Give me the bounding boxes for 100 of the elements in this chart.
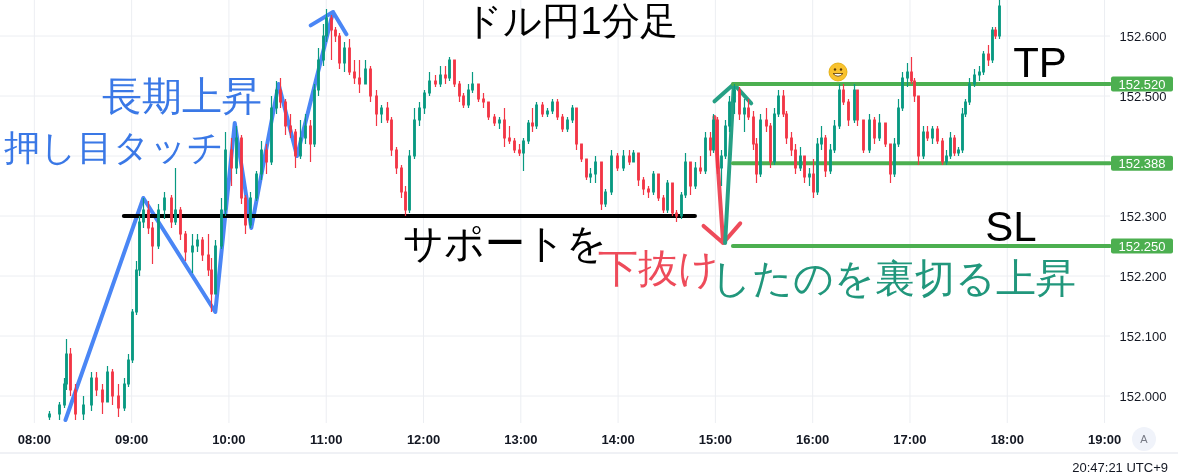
x-tick-label: 16:00 (796, 431, 830, 447)
x-tick-label: 08:00 (17, 431, 51, 447)
annotation: TP (1013, 38, 1067, 86)
candlestick (551, 98, 554, 115)
candlestick (503, 107, 506, 148)
x-tick-label: 11:00 (309, 431, 343, 447)
candlestick (824, 134, 827, 178)
annotation: SL (985, 202, 1037, 250)
candlestick (712, 113, 715, 154)
x-tick-label: 18:00 (990, 431, 1024, 447)
candlestick (477, 83, 480, 103)
candlestick (375, 89, 378, 127)
candlestick (487, 101, 490, 121)
candlestick (201, 236, 204, 262)
y-tick-label: 152.000 (1119, 388, 1167, 404)
candlestick (546, 107, 549, 118)
candlestick (184, 230, 187, 262)
candlestick (694, 161, 697, 190)
candlestick (111, 368, 114, 406)
candlestick (657, 173, 660, 202)
candlestick (600, 161, 603, 211)
candlestick (508, 125, 511, 145)
candlestick (541, 101, 544, 118)
candlestick (853, 83, 856, 124)
candlestick (364, 59, 367, 85)
candlestick (369, 65, 372, 103)
x-tick-label: 12:00 (406, 431, 441, 447)
candlestick (998, 0, 1001, 40)
candlestick (101, 383, 104, 415)
candlestick (926, 125, 929, 142)
candlestick (991, 26, 994, 64)
candlestick (594, 155, 597, 184)
candlestick (575, 107, 578, 151)
data-label: 152.250 (1118, 238, 1166, 254)
candlestick (799, 146, 802, 172)
candlestick (413, 107, 416, 160)
candlestick (862, 119, 865, 154)
candlestick (561, 113, 564, 133)
candlestick (428, 71, 431, 97)
candlestick (493, 113, 496, 127)
candlestick (284, 98, 287, 136)
candlestick (733, 83, 736, 115)
chart-title: ドル円1分足 (464, 0, 678, 42)
candlestick (632, 149, 635, 163)
candlestick (808, 167, 811, 187)
candlestick (90, 371, 93, 412)
candlestick (170, 194, 173, 229)
annotation: 長期上昇 (102, 74, 262, 118)
candlestick (931, 125, 934, 145)
candlestick (157, 203, 160, 250)
candlestick (662, 194, 665, 214)
candlestick (235, 125, 238, 175)
candlestick (580, 143, 583, 163)
candlestick (922, 125, 925, 160)
candlestick (453, 59, 456, 88)
candlestick (738, 86, 741, 121)
candlestick (604, 188, 607, 208)
candlestick (868, 113, 871, 154)
x-tick-label: 14:00 (601, 431, 635, 447)
x-tick-label: 17:00 (893, 431, 927, 447)
y-tick-label: 152.200 (1119, 268, 1167, 284)
y-tick-label: 152.600 (1119, 28, 1167, 44)
candlestick (82, 395, 85, 421)
x-tick-label: 19:00 (1087, 431, 1122, 447)
candlestick (448, 56, 451, 82)
candlestick (498, 116, 501, 130)
candlestick (423, 89, 426, 115)
candlestick (343, 41, 346, 73)
x-tick-label: 09:00 (115, 431, 149, 447)
candlestick (936, 125, 939, 145)
candlestick (275, 80, 278, 115)
candlestick (878, 113, 881, 142)
candlestick (709, 131, 712, 157)
candlestick (418, 101, 421, 127)
candlestick (95, 371, 98, 397)
candlestick (444, 65, 447, 85)
candlestick (230, 137, 233, 187)
candlestick (642, 176, 645, 196)
candlestick (941, 137, 944, 166)
candlestick (304, 113, 307, 145)
candlestick (482, 92, 485, 109)
candlestick (531, 107, 534, 133)
candlestick (616, 152, 619, 172)
candlestick (699, 155, 702, 175)
candlestick (255, 170, 258, 202)
candlestick (196, 233, 199, 253)
x-tick-label: 13:00 (504, 431, 538, 447)
candlestick (628, 149, 631, 166)
candlestick (987, 44, 990, 67)
candlestick (299, 119, 302, 160)
candlestick (48, 410, 51, 421)
candlestick (759, 113, 762, 178)
candlestick (889, 143, 892, 184)
candlestick (847, 98, 850, 127)
candlestick (566, 116, 569, 133)
candlestick (812, 158, 815, 199)
candlestick (556, 98, 559, 121)
candlestick (289, 113, 292, 139)
candlestick (395, 146, 398, 175)
candlestick (174, 167, 177, 226)
